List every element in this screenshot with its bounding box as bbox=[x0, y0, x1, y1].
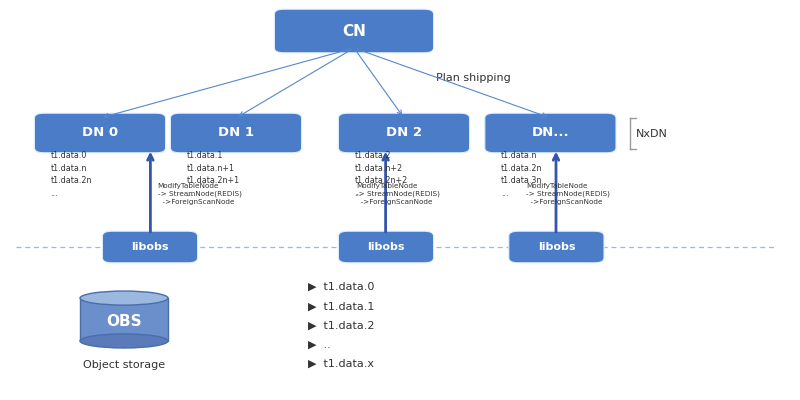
Text: ▶  ..: ▶ .. bbox=[308, 340, 330, 350]
Text: t1.data.0
t1.data.n
t1.data.2n
...: t1.data.0 t1.data.n t1.data.2n ... bbox=[50, 151, 92, 198]
FancyBboxPatch shape bbox=[338, 113, 470, 153]
Text: libobs: libobs bbox=[367, 242, 405, 252]
Ellipse shape bbox=[80, 291, 168, 305]
Text: libobs: libobs bbox=[538, 242, 575, 252]
Text: t1.data.2
t1.data.n+2
t1.data.2n+2
...: t1.data.2 t1.data.n+2 t1.data.2n+2 ... bbox=[354, 151, 408, 198]
Text: ▶  t1.data.2: ▶ t1.data.2 bbox=[308, 320, 374, 330]
Text: DN 0: DN 0 bbox=[82, 126, 118, 140]
Text: DN 2: DN 2 bbox=[386, 126, 422, 140]
Text: ▶  t1.data.0: ▶ t1.data.0 bbox=[308, 282, 374, 292]
Text: ModifyTableNode
-> StreamNode(REDIS)
  ->ForeignScanNode: ModifyTableNode -> StreamNode(REDIS) ->F… bbox=[526, 183, 610, 205]
Text: NxDN: NxDN bbox=[636, 129, 668, 139]
Text: t1.data.1
t1.data.n+1
t1.data.2n+1
...: t1.data.1 t1.data.n+1 t1.data.2n+1 ... bbox=[186, 151, 239, 198]
Text: CN: CN bbox=[342, 24, 366, 38]
Text: ▶  t1.data.1: ▶ t1.data.1 bbox=[308, 301, 374, 311]
Bar bbox=[80, 298, 168, 341]
FancyBboxPatch shape bbox=[102, 231, 198, 263]
Text: Plan shipping: Plan shipping bbox=[436, 73, 510, 83]
Text: DN 1: DN 1 bbox=[218, 126, 254, 140]
Text: ▶  t1.data.x: ▶ t1.data.x bbox=[308, 359, 374, 369]
Text: ModifyTableNode
-> StreamNode(REDIS)
  ->ForeignScanNode: ModifyTableNode -> StreamNode(REDIS) ->F… bbox=[356, 183, 440, 205]
Text: Object storage: Object storage bbox=[83, 360, 165, 370]
FancyBboxPatch shape bbox=[509, 231, 604, 263]
Ellipse shape bbox=[80, 334, 168, 348]
FancyBboxPatch shape bbox=[170, 113, 302, 153]
Text: DN...: DN... bbox=[531, 126, 570, 140]
Text: libobs: libobs bbox=[131, 242, 169, 252]
FancyBboxPatch shape bbox=[34, 113, 166, 153]
Text: ModifyTableNode
-> StreamNode(REDIS)
  ->ForeignScanNode: ModifyTableNode -> StreamNode(REDIS) ->F… bbox=[158, 183, 242, 205]
FancyBboxPatch shape bbox=[338, 231, 434, 263]
FancyBboxPatch shape bbox=[274, 9, 434, 53]
Text: OBS: OBS bbox=[106, 314, 142, 329]
Text: t1.data.n
t1.data.2n
t1.data.3n
...: t1.data.n t1.data.2n t1.data.3n ... bbox=[501, 151, 542, 198]
FancyBboxPatch shape bbox=[485, 113, 616, 153]
